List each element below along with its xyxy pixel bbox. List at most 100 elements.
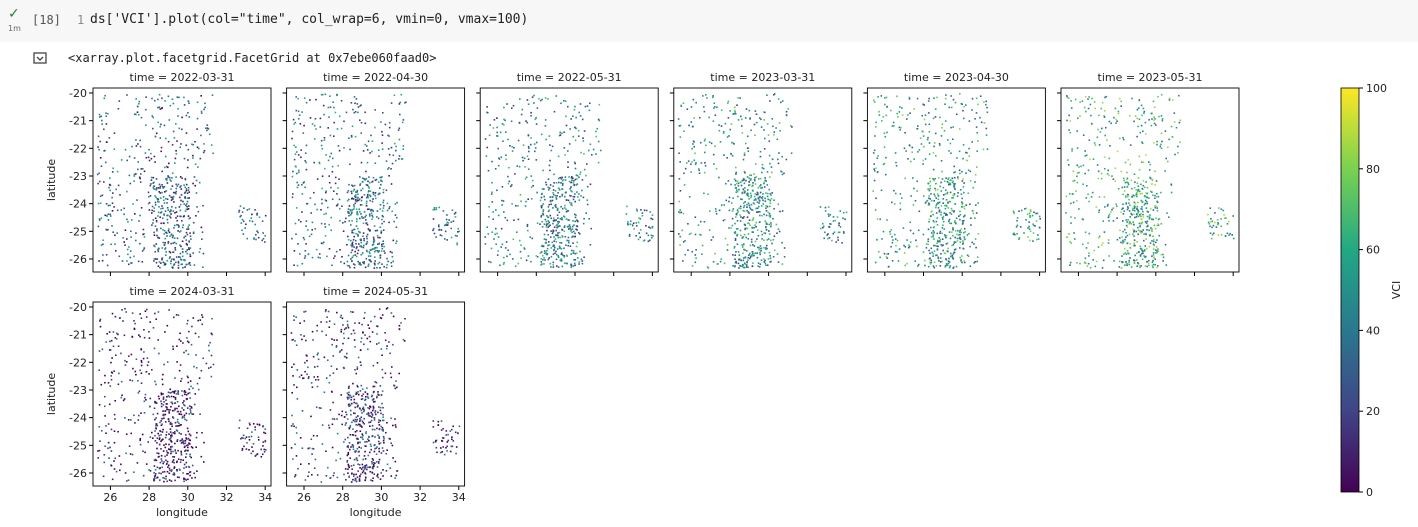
pixel [561,242,563,244]
pixel [210,366,212,368]
pixel [1122,137,1124,139]
pixel [173,317,175,319]
pixel [748,212,750,214]
pixel [544,234,546,236]
pixel [589,102,591,104]
pixel [103,181,105,183]
y-tick-label: -22 [69,142,87,155]
pixel [946,205,948,207]
pixel [291,238,293,240]
pixel [494,119,496,121]
pixel [295,223,297,225]
pixel [927,137,929,139]
pixel [973,213,975,215]
pixel [907,158,909,160]
pixel [170,428,172,430]
pixel [176,256,178,258]
pixel [740,208,742,210]
pixel [960,241,962,243]
pixel [741,244,743,246]
pixel [952,195,954,197]
pixel [365,223,367,225]
pixel [200,248,202,250]
pixel [1085,232,1087,234]
pixel [1136,196,1138,198]
pixel [693,140,695,142]
pixel [877,171,879,173]
pixel [903,227,905,229]
pixel [633,222,635,224]
pixel [362,188,364,190]
pixel [1029,213,1031,215]
pixel [163,481,165,483]
pixel [374,473,376,475]
pixel [838,232,840,234]
pixel [121,395,123,397]
pixel [101,165,103,167]
pixel [124,335,126,337]
pixel [926,243,928,245]
pixel [101,244,103,246]
pixel [1069,193,1071,195]
pixel [749,174,751,176]
pixel [492,211,494,213]
pixel [188,354,190,356]
pixel [169,119,171,121]
pixel [940,265,942,267]
pixel [933,152,935,154]
pixel [769,255,771,257]
pixel [1115,168,1117,170]
pixel [1076,130,1078,132]
pixel [1126,181,1128,183]
pixel [183,467,185,469]
pixel [255,455,257,457]
pixel [762,200,764,202]
pixel [1103,260,1105,262]
pixel [1155,207,1157,209]
pixel [748,198,750,200]
pixel [99,450,101,452]
pixel [875,122,877,124]
pixel [1122,240,1124,242]
pixel [206,130,208,132]
pixel [561,188,563,190]
pixel [942,225,944,227]
pixel [528,255,530,257]
pixel [363,150,365,152]
pixel [532,238,534,240]
pixel [525,120,527,122]
pixel [351,252,353,254]
pixel [489,135,491,137]
pixel [134,174,136,176]
pixel [104,95,106,97]
pixel [101,430,103,432]
pixel [1073,171,1075,173]
pixel [844,219,846,221]
pixel [1120,105,1122,107]
pixel [157,467,159,469]
pixel [1124,239,1126,241]
pixel [934,262,936,264]
pixel [872,190,874,192]
pixel [179,413,181,415]
pixel [756,122,758,124]
pixel [576,178,578,180]
pixel [507,176,509,178]
pixel [574,233,576,235]
pixel [574,193,576,195]
pixel [174,433,176,435]
pixel [361,204,363,206]
pixel [970,265,972,267]
pixel [1145,265,1147,267]
pixel [399,102,401,104]
pixel [590,184,592,186]
pixel [737,196,739,198]
pixel [167,219,169,221]
pixel [360,132,362,134]
pixel [925,158,927,160]
pixel [333,190,335,192]
pixel [750,179,752,181]
pixel [877,218,879,220]
pixel [391,475,393,477]
pixel [246,442,248,444]
